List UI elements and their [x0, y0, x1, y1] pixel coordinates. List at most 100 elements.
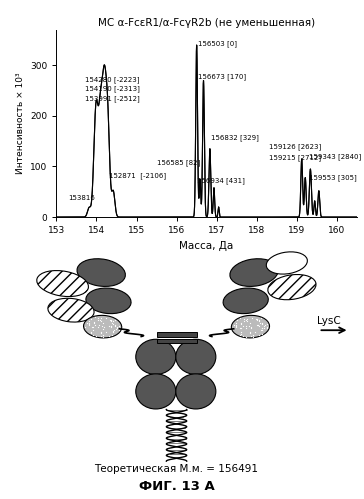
- Point: [108, 316, 114, 324]
- Point: [110, 328, 115, 336]
- Point: [244, 317, 250, 325]
- Ellipse shape: [136, 339, 176, 374]
- Point: [108, 322, 114, 330]
- Ellipse shape: [77, 259, 125, 286]
- Point: [90, 323, 96, 331]
- Point: [88, 314, 94, 322]
- Text: Теоретическая М.м. = 156491: Теоретическая М.м. = 156491: [95, 464, 258, 474]
- Point: [244, 315, 249, 323]
- Point: [100, 331, 106, 339]
- Point: [241, 317, 247, 325]
- Point: [103, 328, 109, 336]
- Point: [98, 317, 104, 325]
- Point: [88, 329, 94, 337]
- Point: [88, 328, 94, 336]
- Point: [250, 332, 256, 340]
- Point: [96, 321, 102, 329]
- Text: ФИГ. 13 А: ФИГ. 13 А: [139, 480, 214, 493]
- Point: [98, 329, 103, 337]
- Point: [259, 325, 265, 333]
- Point: [97, 316, 103, 324]
- Point: [244, 333, 249, 341]
- Point: [262, 321, 268, 329]
- Point: [111, 326, 117, 334]
- Point: [247, 328, 253, 336]
- Point: [249, 314, 255, 322]
- Point: [238, 314, 244, 322]
- Point: [95, 316, 101, 324]
- Point: [110, 317, 115, 325]
- Point: [230, 325, 236, 333]
- Point: [248, 332, 253, 340]
- Point: [260, 319, 265, 327]
- Point: [233, 321, 239, 329]
- Y-axis label: Интенсивность × 10³: Интенсивность × 10³: [16, 73, 25, 174]
- Point: [106, 322, 112, 330]
- Point: [112, 322, 118, 330]
- Point: [86, 321, 92, 329]
- Ellipse shape: [223, 288, 268, 314]
- Point: [264, 320, 270, 328]
- Point: [261, 324, 267, 332]
- Ellipse shape: [176, 339, 216, 374]
- Ellipse shape: [266, 252, 307, 274]
- Point: [257, 319, 262, 327]
- Ellipse shape: [48, 298, 94, 322]
- Point: [113, 325, 119, 333]
- Ellipse shape: [86, 288, 131, 314]
- Point: [114, 324, 119, 332]
- Point: [101, 323, 107, 331]
- Point: [241, 315, 247, 323]
- Point: [86, 320, 92, 328]
- Ellipse shape: [37, 270, 88, 296]
- Point: [252, 328, 258, 336]
- Text: 156503 [0]: 156503 [0]: [198, 40, 237, 47]
- Text: 152871  [-2106]: 152871 [-2106]: [109, 172, 166, 179]
- Point: [98, 314, 103, 322]
- Ellipse shape: [232, 315, 269, 338]
- Title: МС α-FcεR1/α-FcγR2b (не уменьшенная): МС α-FcεR1/α-FcγR2b (не уменьшенная): [98, 18, 315, 28]
- Point: [91, 319, 97, 327]
- Text: 156673 [170]: 156673 [170]: [198, 73, 246, 79]
- Point: [116, 325, 122, 333]
- Point: [254, 321, 260, 329]
- Point: [108, 322, 114, 330]
- Point: [233, 322, 239, 330]
- Point: [103, 314, 109, 322]
- Point: [95, 314, 101, 322]
- Point: [100, 319, 106, 327]
- Point: [99, 322, 104, 330]
- Point: [98, 332, 103, 340]
- Point: [238, 324, 244, 332]
- Point: [250, 331, 256, 339]
- Point: [109, 318, 115, 326]
- Point: [256, 316, 262, 324]
- Point: [107, 332, 112, 340]
- Ellipse shape: [176, 374, 216, 409]
- Point: [264, 324, 270, 332]
- Point: [112, 316, 118, 324]
- Point: [89, 323, 95, 331]
- Text: 154190 [-2313]: 154190 [-2313]: [85, 85, 140, 92]
- Point: [253, 315, 259, 323]
- Point: [108, 316, 114, 324]
- Point: [238, 320, 244, 328]
- Point: [259, 330, 265, 338]
- Text: 153816: 153816: [68, 195, 95, 201]
- Ellipse shape: [136, 374, 176, 409]
- Point: [232, 321, 237, 329]
- Text: LysC: LysC: [317, 315, 341, 325]
- Text: 159553 [305]: 159553 [305]: [309, 174, 356, 181]
- Point: [86, 319, 92, 327]
- Point: [107, 315, 112, 323]
- Point: [110, 320, 115, 328]
- Point: [256, 317, 262, 325]
- Point: [240, 322, 245, 330]
- Point: [237, 331, 243, 339]
- Point: [237, 324, 243, 332]
- Point: [264, 323, 270, 331]
- Point: [91, 318, 97, 326]
- Point: [249, 323, 254, 331]
- Text: 156934 [431]: 156934 [431]: [197, 178, 245, 184]
- Point: [108, 323, 114, 331]
